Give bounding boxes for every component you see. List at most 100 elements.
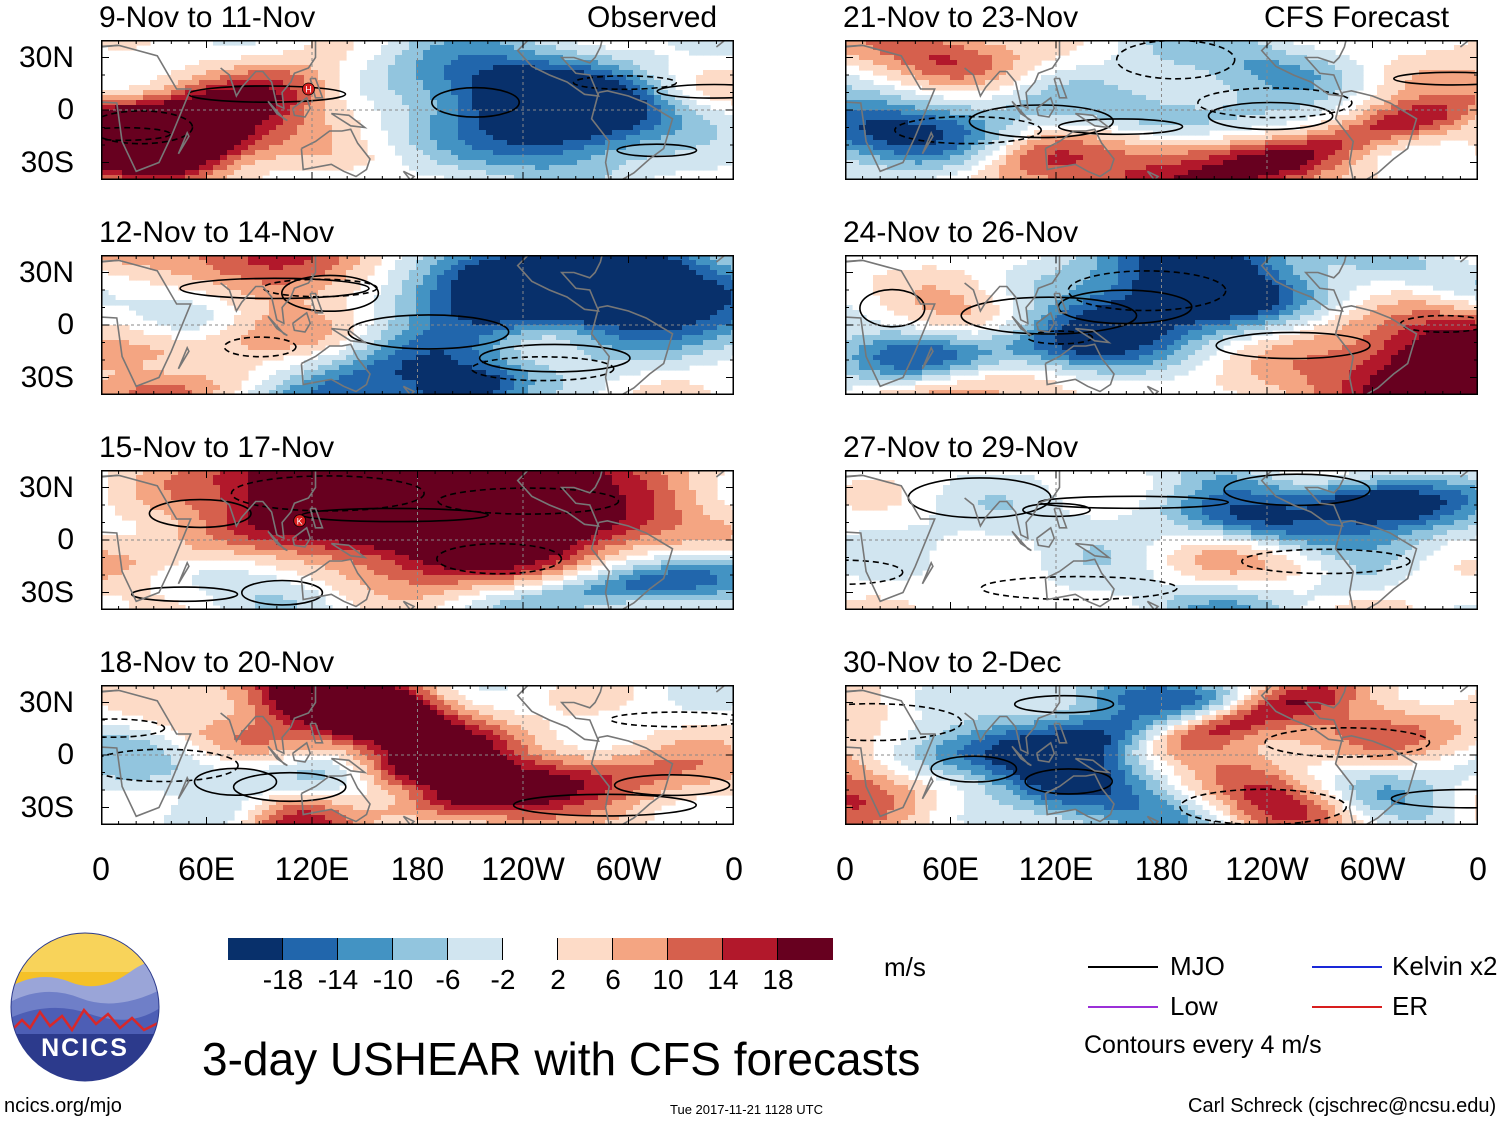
shear-cell xyxy=(535,155,543,161)
shear-cell xyxy=(591,360,599,366)
shear-cell xyxy=(136,345,144,351)
shear-cell xyxy=(577,50,585,56)
shear-cell xyxy=(521,290,529,296)
shear-cell xyxy=(248,130,256,136)
shear-cell xyxy=(465,475,473,481)
shear-cell xyxy=(689,270,697,276)
shear-cell xyxy=(171,320,179,326)
shear-cell xyxy=(563,175,571,180)
shear-cell xyxy=(115,360,123,366)
shear-cell xyxy=(451,155,459,161)
shear-cell xyxy=(360,385,368,391)
shear-cell xyxy=(556,110,564,116)
shear-cell xyxy=(472,170,480,176)
shear-cell xyxy=(178,165,186,171)
shear-cell xyxy=(437,125,445,131)
shear-cell xyxy=(388,110,396,116)
shear-cell xyxy=(339,380,347,386)
shear-cell xyxy=(668,255,676,261)
shear-cell xyxy=(122,160,130,166)
shear-cell xyxy=(451,145,459,151)
shear-cell xyxy=(612,290,620,296)
shear-cell xyxy=(395,480,403,486)
shear-cell xyxy=(605,275,613,281)
shear-cell xyxy=(395,150,403,156)
shear-cell xyxy=(486,475,494,481)
shear-cell xyxy=(276,135,284,141)
shear-cell xyxy=(122,370,130,376)
shear-cell xyxy=(262,95,270,101)
shear-cell xyxy=(521,325,529,331)
shear-cell xyxy=(297,265,305,271)
shear-cell xyxy=(619,85,627,91)
shear-cell xyxy=(451,470,459,476)
shear-cell xyxy=(591,325,599,331)
shear-cell xyxy=(395,380,403,386)
shear-cell xyxy=(528,115,536,121)
shear-cell xyxy=(682,475,690,481)
shear-cell xyxy=(262,255,270,261)
shear-cell xyxy=(675,130,683,136)
shear-cell xyxy=(234,385,242,391)
shear-cell xyxy=(535,365,543,371)
shear-cell xyxy=(157,320,165,326)
shear-cell xyxy=(577,315,585,321)
shear-cell xyxy=(710,290,718,296)
shear-cell xyxy=(332,130,340,136)
shear-cell xyxy=(724,80,732,86)
shear-cell xyxy=(185,365,193,371)
shear-cell xyxy=(521,45,529,51)
shear-cell xyxy=(556,345,564,351)
y-tick-label: 0 xyxy=(57,93,74,126)
shear-cell xyxy=(458,260,466,266)
shear-cell xyxy=(395,95,403,101)
shear-cell xyxy=(234,40,242,46)
shear-cell xyxy=(241,255,249,261)
shear-cell xyxy=(430,100,438,106)
shear-cell xyxy=(717,50,725,56)
shear-cell xyxy=(136,145,144,151)
shear-cell xyxy=(675,100,683,106)
shear-cell xyxy=(248,70,256,76)
shear-cell xyxy=(416,295,424,301)
shear-cell xyxy=(542,290,550,296)
shear-cell xyxy=(269,165,277,171)
shear-cell xyxy=(402,155,410,161)
shear-cell xyxy=(675,320,683,326)
shear-cell xyxy=(150,160,158,166)
shear-cell xyxy=(276,290,284,296)
shear-cell xyxy=(577,85,585,91)
shear-cell xyxy=(521,125,529,131)
shear-cell xyxy=(591,310,599,316)
shear-cell xyxy=(451,255,459,261)
shear-cell xyxy=(514,265,522,271)
shear-cell xyxy=(689,255,697,261)
shear-cell xyxy=(199,385,207,391)
shear-cell xyxy=(416,100,424,106)
shear-cell xyxy=(619,295,627,301)
shear-cell xyxy=(584,290,592,296)
shear-cell xyxy=(136,305,144,311)
shear-cell xyxy=(185,105,193,111)
shear-cell xyxy=(703,340,711,346)
shear-cell xyxy=(619,360,627,366)
shear-cell xyxy=(451,125,459,131)
shear-cell xyxy=(682,150,690,156)
shear-cell xyxy=(710,335,718,341)
shear-cell xyxy=(409,40,417,46)
shear-cell xyxy=(269,285,277,291)
shear-cell xyxy=(668,365,676,371)
shear-cell xyxy=(542,340,550,346)
shear-cell xyxy=(507,65,515,71)
shear-cell xyxy=(682,145,690,151)
shear-cell xyxy=(605,95,613,101)
shear-cell xyxy=(633,355,641,361)
shear-cell xyxy=(612,335,620,341)
mjo-contour xyxy=(101,110,194,145)
shear-cell xyxy=(409,350,417,356)
shear-cell xyxy=(465,355,473,361)
shear-cell xyxy=(409,100,417,106)
shear-cell xyxy=(703,165,711,171)
shear-cell xyxy=(157,120,165,126)
shear-cell xyxy=(276,380,284,386)
